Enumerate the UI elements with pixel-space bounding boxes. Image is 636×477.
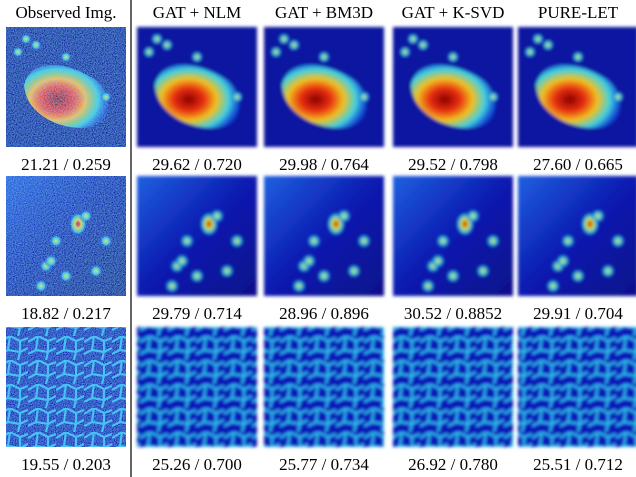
result-image	[137, 327, 257, 447]
result-image	[393, 327, 513, 447]
result-image	[264, 327, 384, 447]
column-header: PURE-LET	[538, 3, 619, 22]
metric-caption: 29.52 / 0.798	[408, 155, 498, 174]
column-header: Observed Img.	[15, 3, 116, 22]
metric-caption: 25.77 / 0.734	[279, 455, 369, 474]
result-image	[518, 27, 636, 147]
result-image	[393, 27, 513, 147]
column-header: GAT + BM3D	[275, 3, 373, 22]
result-image	[518, 327, 636, 447]
result-image	[264, 27, 384, 147]
result-image	[264, 176, 384, 296]
metric-caption: 29.79 / 0.714	[152, 304, 242, 323]
metric-caption: 18.82 / 0.217	[21, 304, 111, 323]
result-image	[137, 176, 257, 296]
metric-caption: 21.21 / 0.259	[21, 155, 111, 174]
result-image	[393, 176, 513, 296]
result-image	[6, 27, 126, 147]
result-image	[518, 176, 636, 296]
result-image	[137, 27, 257, 147]
metric-caption: 25.26 / 0.700	[152, 455, 242, 474]
metric-caption: 25.51 / 0.712	[533, 455, 623, 474]
metric-caption: 29.62 / 0.720	[152, 155, 242, 174]
column-header: GAT + NLM	[153, 3, 242, 22]
metric-caption: 29.98 / 0.764	[279, 155, 369, 174]
metric-caption: 28.96 / 0.896	[279, 304, 369, 323]
column-header: GAT + K-SVD	[402, 3, 505, 22]
metric-caption: 30.52 / 0.8852	[404, 304, 502, 323]
metric-caption: 26.92 / 0.780	[408, 455, 498, 474]
metric-caption: 27.60 / 0.665	[533, 155, 623, 174]
result-image	[6, 176, 126, 296]
result-image	[6, 327, 126, 447]
metric-caption: 29.91 / 0.704	[533, 304, 623, 323]
metric-caption: 19.55 / 0.203	[21, 455, 111, 474]
